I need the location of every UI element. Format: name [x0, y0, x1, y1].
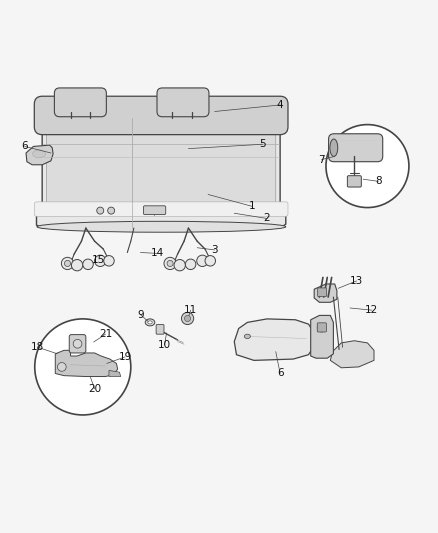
FancyBboxPatch shape [46, 118, 276, 207]
Circle shape [97, 207, 104, 214]
Circle shape [57, 362, 66, 372]
Text: 7: 7 [318, 155, 325, 165]
Text: 15: 15 [92, 255, 106, 265]
FancyBboxPatch shape [156, 325, 164, 334]
Circle shape [317, 323, 326, 332]
Text: 12: 12 [365, 305, 378, 315]
Polygon shape [26, 145, 53, 165]
Text: 13: 13 [350, 276, 363, 286]
Polygon shape [234, 319, 314, 360]
Polygon shape [109, 370, 121, 376]
Circle shape [197, 255, 208, 266]
Ellipse shape [145, 319, 155, 326]
FancyBboxPatch shape [34, 96, 288, 135]
Circle shape [184, 316, 191, 321]
Ellipse shape [244, 334, 251, 338]
Ellipse shape [330, 139, 338, 157]
Polygon shape [36, 204, 286, 228]
Text: 6: 6 [21, 141, 28, 151]
Circle shape [185, 259, 196, 270]
Circle shape [174, 260, 185, 271]
Polygon shape [311, 316, 333, 358]
Text: 8: 8 [375, 176, 381, 187]
FancyBboxPatch shape [347, 176, 361, 187]
Circle shape [61, 257, 74, 270]
Text: 3: 3 [211, 245, 218, 255]
FancyBboxPatch shape [317, 323, 326, 332]
Circle shape [167, 261, 173, 266]
Circle shape [181, 312, 194, 325]
Circle shape [73, 340, 82, 348]
Text: 19: 19 [119, 352, 132, 362]
Ellipse shape [37, 221, 286, 232]
Text: 9: 9 [137, 310, 144, 319]
Circle shape [164, 257, 176, 270]
Text: 20: 20 [88, 384, 101, 394]
Circle shape [83, 259, 93, 270]
Text: 14: 14 [151, 248, 165, 259]
Circle shape [326, 125, 409, 207]
Circle shape [95, 255, 106, 266]
FancyBboxPatch shape [318, 288, 326, 297]
Polygon shape [330, 341, 374, 368]
FancyBboxPatch shape [34, 202, 288, 216]
Ellipse shape [32, 150, 46, 158]
Polygon shape [42, 105, 280, 205]
Text: 1: 1 [248, 201, 255, 211]
Polygon shape [314, 284, 337, 302]
Text: 10: 10 [158, 340, 171, 350]
FancyBboxPatch shape [157, 88, 209, 117]
FancyBboxPatch shape [54, 88, 106, 117]
Text: 5: 5 [259, 139, 266, 149]
Circle shape [205, 256, 215, 266]
Text: 4: 4 [277, 100, 283, 110]
FancyBboxPatch shape [328, 134, 383, 161]
Text: 2: 2 [264, 214, 270, 223]
Text: 11: 11 [184, 305, 197, 315]
Circle shape [104, 256, 114, 266]
Circle shape [64, 261, 71, 266]
Circle shape [35, 319, 131, 415]
Text: 6: 6 [277, 368, 283, 378]
Text: 21: 21 [99, 329, 112, 339]
Text: 18: 18 [31, 342, 44, 352]
Circle shape [108, 207, 115, 214]
FancyBboxPatch shape [69, 335, 86, 353]
FancyBboxPatch shape [144, 206, 166, 215]
Circle shape [71, 260, 83, 271]
Ellipse shape [148, 321, 152, 324]
Polygon shape [55, 350, 118, 376]
